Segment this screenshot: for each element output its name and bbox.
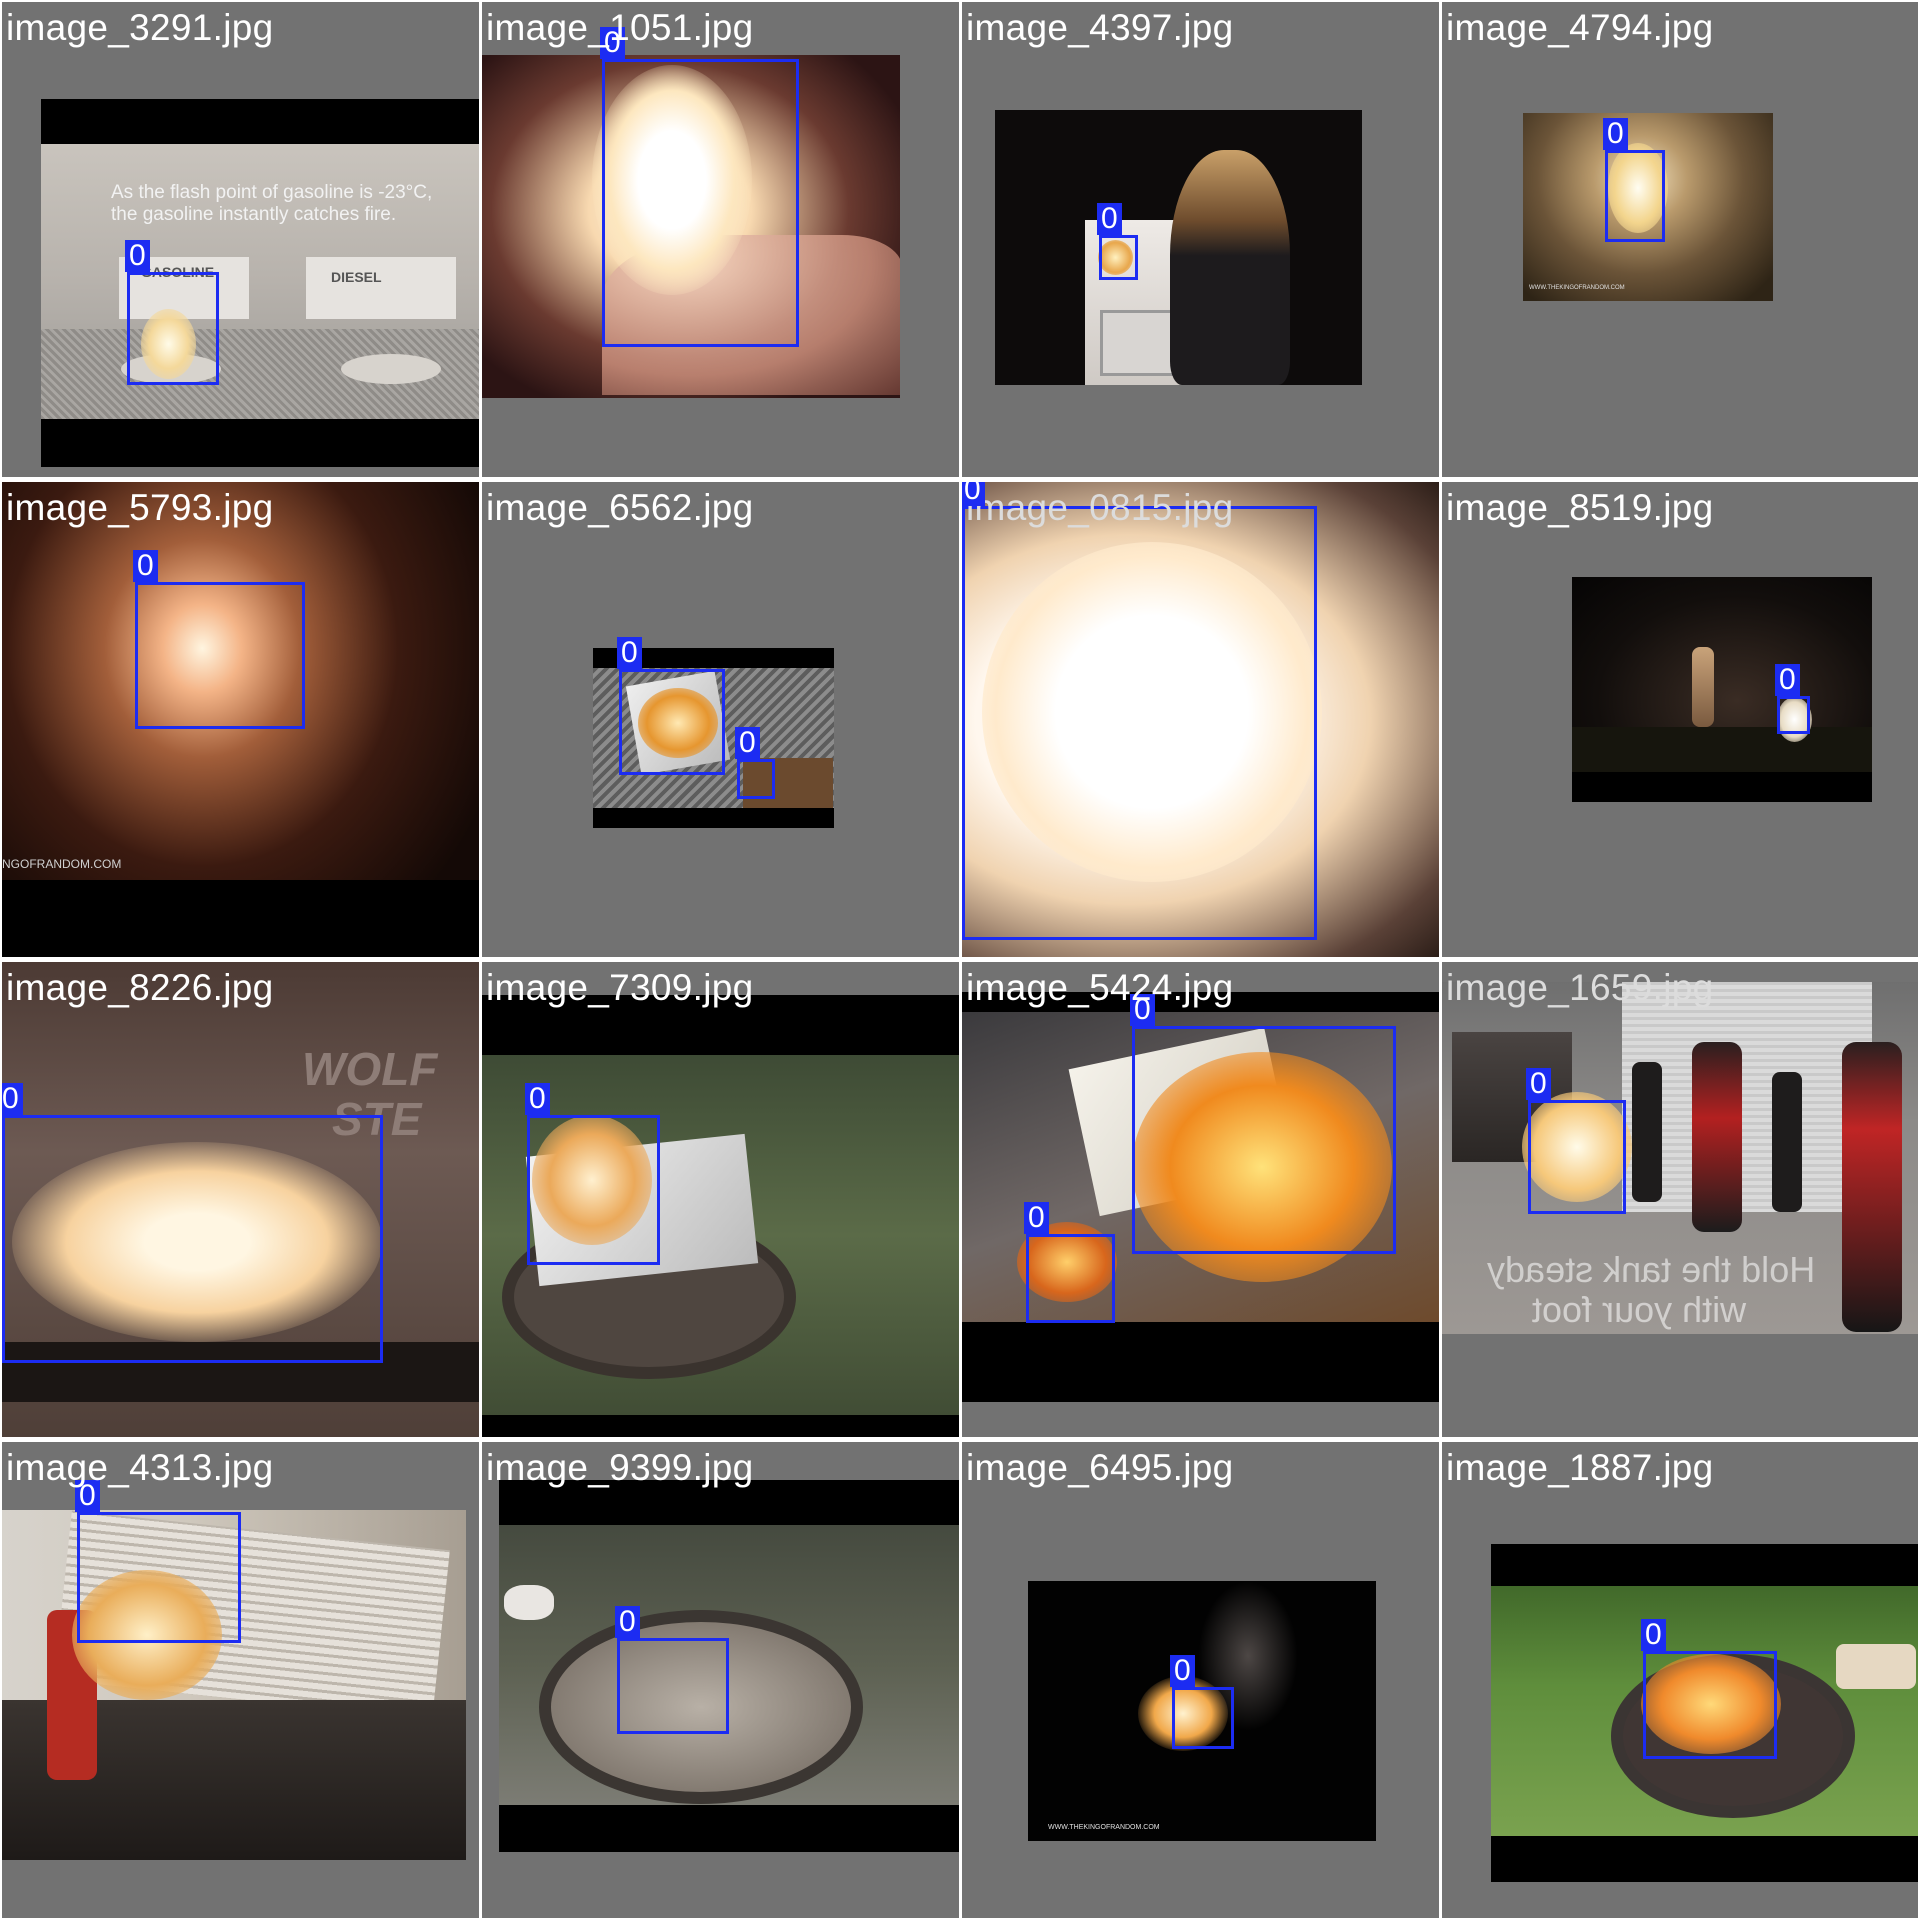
filename-label: image_5793.jpg (6, 487, 274, 528)
photo: WWW.THEKINGOFRANDOM.COM (1523, 113, 1773, 301)
filename-label: image_4794.jpg (1446, 7, 1714, 48)
flame (1017, 1222, 1117, 1302)
flame (1608, 143, 1668, 233)
tile-image-6495[interactable]: WWW.THEKINGOFRANDOM.COM 0 image_6495.jpg (962, 1442, 1439, 1918)
photo: Hold the tank steady with your foot (1442, 982, 1918, 1334)
class-label: 0 (1603, 118, 1628, 150)
filename-label: image_1051.jpg (486, 7, 754, 48)
tile-image-6562[interactable]: 0 0 image_6562.jpg (482, 482, 959, 957)
class-label: 0 (525, 1083, 550, 1115)
class-label: 0 (1097, 203, 1122, 235)
diesel-sign: DIESEL (331, 269, 382, 285)
tile-image-0815[interactable]: image_0815.jpg 0 (962, 482, 1439, 957)
photo (593, 648, 834, 828)
flame (532, 1115, 652, 1245)
photo (2, 1510, 466, 1860)
photo: WOLF STE (2, 962, 479, 1437)
filename-label: image_8519.jpg (1446, 487, 1714, 528)
flame (1641, 1654, 1781, 1754)
flame (1132, 1052, 1392, 1282)
filename-label: image_8226.jpg (6, 967, 274, 1008)
photo (995, 110, 1362, 385)
tile-image-4397[interactable]: 0 image_4397.jpg (962, 2, 1439, 477)
class-label: 0 (125, 240, 150, 272)
tile-image-8519[interactable]: 0 image_8519.jpg (1442, 482, 1918, 957)
flame (1138, 1676, 1228, 1751)
tile-image-5793[interactable]: NGOFRANDOM.COM 0 image_5793.jpg (2, 482, 479, 957)
watermark: WWW.THEKINGOFRANDOM.COM (1048, 1824, 1160, 1831)
class-label: 0 (615, 1606, 640, 1638)
filename-label: image_6495.jpg (966, 1447, 1234, 1488)
photo: NGOFRANDOM.COM (2, 482, 479, 957)
video-caption-2: with your foot (1532, 1289, 1747, 1330)
photo (499, 1480, 959, 1852)
wolf-sign-2: STE (332, 1093, 422, 1145)
photo (482, 55, 900, 398)
flame (72, 1570, 222, 1700)
watermark: WWW.THEKINGOFRANDOM.COM (1529, 285, 1625, 291)
photo (962, 992, 1439, 1402)
photo: WWW.THEKINGOFRANDOM.COM (1028, 1581, 1376, 1841)
tile-image-1051[interactable]: 0 image_1051.jpg (482, 2, 959, 477)
class-label: 0 (962, 482, 985, 506)
class-label: 0 (2, 1083, 23, 1115)
photo (1572, 577, 1872, 802)
filename-label: image_4397.jpg (966, 7, 1234, 48)
class-label: 0 (735, 727, 760, 759)
photo: As the flash point of gasoline is -23°C,… (41, 99, 479, 467)
filename-label: image_3291.jpg (6, 7, 274, 48)
tile-image-1659[interactable]: Hold the tank steady with your foot 0 im… (1442, 962, 1918, 1437)
tile-image-4313[interactable]: 0 image_4313.jpg (2, 1442, 479, 1918)
video-caption-1: Hold the tank steady (1487, 1249, 1816, 1290)
filename-label: image_6562.jpg (486, 487, 754, 528)
gasoline-sign: GASOLINE (141, 264, 215, 280)
class-label: 0 (1170, 1655, 1195, 1687)
tile-image-4794[interactable]: WWW.THEKINGOFRANDOM.COM 0 image_4794.jpg (1442, 2, 1918, 477)
class-label: 0 (1130, 994, 1155, 1026)
filename-label: image_7309.jpg (486, 967, 754, 1008)
flame (592, 65, 752, 295)
tile-image-9399[interactable]: 0 image_9399.jpg (482, 1442, 959, 1918)
filename-label: image_0815.jpg (966, 487, 1234, 528)
tile-image-1887[interactable]: 0 image_1887.jpg (1442, 1442, 1918, 1918)
filename-label: image_9399.jpg (486, 1447, 754, 1488)
video-caption-2: the gasoline instantly catches fire. (111, 204, 397, 225)
tile-image-5424[interactable]: 0 0 image_5424.jpg (962, 962, 1439, 1437)
class-label: 0 (75, 1480, 100, 1512)
filename-label: image_4313.jpg (6, 1447, 274, 1488)
class-label: 0 (1526, 1068, 1551, 1100)
video-caption-1: As the flash point of gasoline is -23°C, (111, 182, 433, 203)
flame (1777, 697, 1812, 742)
flame (638, 688, 718, 758)
flame (141, 309, 196, 379)
photo (962, 482, 1439, 957)
photo (1491, 1544, 1918, 1882)
flame (1098, 240, 1133, 275)
class-label: 0 (1641, 1619, 1666, 1651)
flame (1522, 1092, 1632, 1202)
tile-image-8226[interactable]: WOLF STE 0 image_8226.jpg (2, 962, 479, 1437)
wolf-sign: WOLF (302, 1043, 438, 1095)
class-label: 0 (133, 550, 158, 582)
photo (482, 995, 959, 1437)
tile-image-7309[interactable]: 0 image_7309.jpg (482, 962, 959, 1437)
class-label: 0 (1775, 664, 1800, 696)
flame (12, 1142, 382, 1342)
filename-label: image_1887.jpg (1446, 1447, 1714, 1488)
tile-image-3291[interactable]: As the flash point of gasoline is -23°C,… (2, 2, 479, 477)
flame (982, 542, 1322, 882)
class-label: 0 (600, 27, 625, 59)
filename-label: image_5424.jpg (966, 967, 1234, 1008)
class-label: 0 (617, 637, 642, 669)
class-label: 0 (1024, 1202, 1049, 1234)
watermark: NGOFRANDOM.COM (2, 857, 122, 871)
filename-label: image_1659.jpg (1446, 967, 1714, 1008)
